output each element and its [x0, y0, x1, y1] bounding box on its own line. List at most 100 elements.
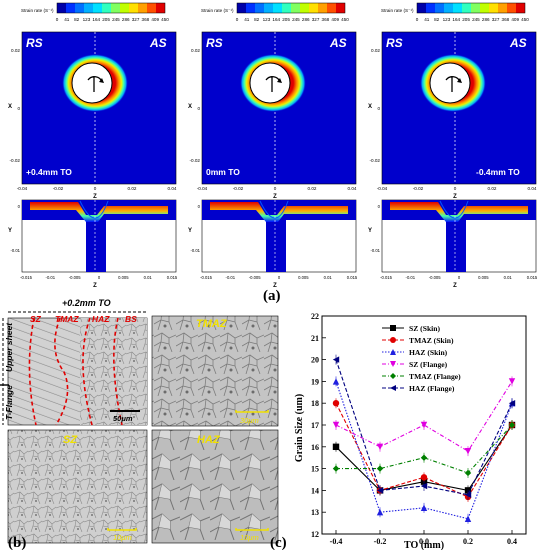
colorbar-swatch [129, 3, 138, 13]
tile-scale: 10μm [240, 533, 259, 542]
colorbar-title: Strain rate (S⁻¹) [201, 8, 234, 13]
legend-label: TMAZ (Flange) [409, 372, 461, 381]
axis-tick-label: -0.04 [17, 186, 28, 191]
axis-tick-label: -0.005 [249, 275, 262, 280]
axis-tick-label: 0 [198, 204, 201, 209]
colorbar-tick: 164 [272, 17, 280, 22]
colorbar-1: Strain rate (S⁻¹) 0 41 82 123 164 205 245 286 32… [21, 2, 169, 22]
axis-tick-label: -0.015 [200, 275, 213, 280]
axis-tick-label: 0 [377, 106, 380, 111]
colorbar-swatch [120, 3, 129, 13]
colorbar-swatch [318, 3, 327, 13]
colorbar-tick: 286 [482, 17, 490, 22]
axis-tick-label: 0.02 [371, 48, 380, 53]
micrograph-header: +0.2mm TO [62, 298, 111, 308]
axis-tick-label: -0.01 [190, 248, 200, 253]
colorbar-swatch [156, 3, 165, 13]
axis-tick-label: -0.04 [377, 186, 388, 191]
colorbar-tick: 245 [112, 17, 120, 22]
axis-tick-label: -0.01 [46, 275, 56, 280]
colorbar-tick: 82 [74, 17, 80, 22]
x-tick-label: 0.2 [463, 537, 473, 546]
colorbar-tick: 368 [142, 17, 150, 22]
axis-tick-label: 0.02 [11, 48, 20, 53]
rs-label: RS [386, 36, 403, 50]
colorbar-tick: 41 [64, 17, 70, 22]
axis-tick-label: -0.015 [20, 275, 33, 280]
strain-column-3: Strain rate (S⁻¹) 0 41 82 123 164 205 245 286 32… [368, 2, 538, 289]
colorbar-swatch [444, 3, 453, 13]
data-point [332, 421, 340, 429]
data-point [332, 465, 340, 472]
rs-label: RS [26, 36, 43, 50]
axis-label: Z [453, 283, 457, 289]
bottom-axes-3: 0 -0.01 -0.015 -0.01 -0.005 0 0.005 0.01 0.015 Z Y [368, 204, 538, 289]
t-flange-label: T-Flange [4, 385, 14, 420]
panel-label-a: (a) [263, 288, 281, 304]
colorbar-tick: 0 [236, 17, 239, 22]
data-point [420, 474, 428, 481]
axis-tick-label: 0 [94, 186, 97, 191]
legend-label: SZ (Skin) [409, 324, 440, 333]
as-label: AS [149, 36, 167, 50]
colorbar-swatch [111, 3, 120, 13]
colorbar-2: Strain rate (S⁻¹) 0 41 82 123 164 205 245 286 32… [201, 2, 349, 22]
top-axes-3: 0.02 0 -0.02 -0.04 -0.02 0 0.02 0.04 Z X [368, 48, 537, 200]
data-point [464, 491, 472, 498]
sz-micrograph: SZ 10μm [7, 429, 148, 544]
colorbar-swatch [426, 3, 435, 13]
data-point [332, 400, 340, 407]
colorbar-swatch [273, 3, 282, 13]
colorbar-tick: 327 [132, 17, 140, 22]
colorbar-swatch [480, 3, 489, 13]
axis-tick-label: -0.02 [370, 158, 381, 163]
grain-size-chart: 12 13 14 15 16 17 18 19 20 21 22 -0.4 -0.2 0.0 0.2 0.4… [270, 312, 527, 550]
top-axes-1: 0.02 0 -0.02 -0.04 -0.02 0 0.02 0.04 Z X [8, 48, 177, 200]
bottom-map-1: 0 -0.01 -0.015 -0.01 -0.005 0 0.005 0.01 0.015 Z Y [8, 199, 178, 289]
axis-label: Z [93, 283, 97, 289]
bottom-axes-2: 0 -0.01 -0.015 -0.01 -0.005 0 0.005 0.01 0.015 Z Y [188, 204, 358, 289]
as-label: AS [509, 36, 527, 50]
y-tick-label: 15 [311, 465, 319, 474]
legend-entry: TMAZ (Flange) [382, 372, 461, 381]
axis-tick-label: 0 [458, 275, 461, 280]
axis-tick-label: 0.04 [348, 186, 357, 191]
colorbar-swatch [255, 3, 264, 13]
axis-tick-label: -0.02 [10, 158, 21, 163]
data-point [332, 378, 340, 385]
y-tick-label: 14 [311, 486, 319, 495]
data-point [376, 465, 384, 472]
colorbar-swatches [416, 2, 526, 14]
colorbar-tick: 205 [102, 17, 110, 22]
data-point [390, 373, 396, 379]
offset-label: 0mm TO [206, 167, 240, 177]
colorbar-tick: 82 [434, 17, 440, 22]
axis-tick-label: 0.02 [308, 186, 317, 191]
y-tick-label: 21 [311, 334, 319, 343]
axis-tick-label: 0.02 [128, 186, 137, 191]
scale-bar-label: 50μm [113, 414, 133, 423]
data-point [376, 443, 384, 450]
colorbar-tick: 245 [292, 17, 300, 22]
colorbar-tick: 245 [472, 17, 480, 22]
colorbar-tick: 450 [161, 17, 169, 22]
axis-tick-label: 0.015 [527, 275, 538, 280]
y-tick-label: 19 [311, 377, 319, 386]
data-point [420, 421, 428, 429]
legend-label: HAZ (Flange) [409, 384, 455, 393]
data-point [420, 504, 428, 512]
colorbar-swatch [516, 3, 525, 13]
colorbar-swatch [336, 3, 345, 13]
axis-tick-label: 0 [17, 106, 20, 111]
data-point [508, 378, 516, 385]
axis-tick-label: -0.005 [429, 275, 442, 280]
legend-label: SZ (Flange) [409, 360, 448, 369]
axis-label: Z [273, 194, 277, 200]
data-point [332, 356, 340, 363]
data-point [390, 337, 396, 343]
axis-label: X [368, 104, 372, 110]
axis-tick-label: -0.04 [197, 186, 208, 191]
y-tick-label: 17 [311, 421, 319, 430]
bottom-map-2: 0 -0.01 -0.015 -0.01 -0.005 0 0.005 0.01 0.015 Z Y [188, 199, 358, 289]
axis-label: Z [273, 283, 277, 289]
